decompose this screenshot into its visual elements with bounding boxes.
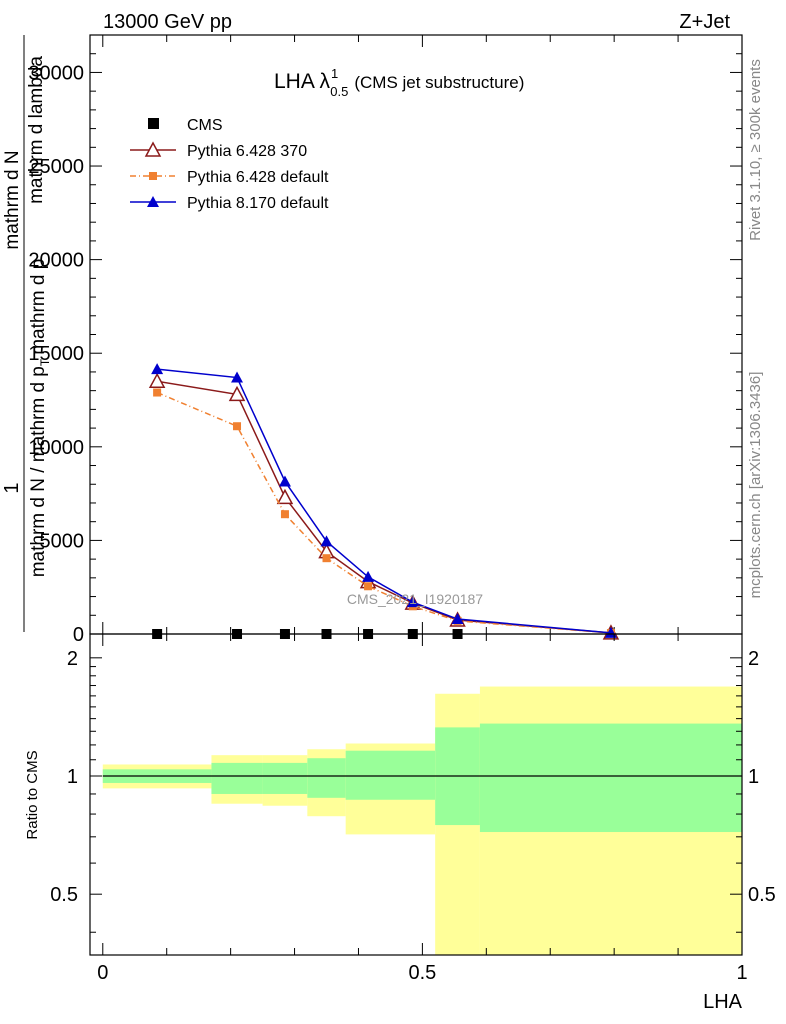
data-point-marker [364,582,373,591]
data-point-marker [451,613,464,625]
rivet-label: Rivet 3.1.10, ≥ 300k events [747,59,764,241]
data-point-marker [233,422,242,431]
mcplots-label: mcplots.cern.ch [arXiv:1306.3436] [747,372,764,599]
legend: CMS Pythia 6.428 370 Pythia 6.428 defaul… [130,117,329,212]
ratio-bands [102,686,742,955]
plot-title-sub: 0.5 [330,84,348,99]
ratio-band-inner [262,762,308,794]
ratio-y-axis-label: Ratio to CMS [24,750,41,839]
main-y-tick-label: 0 [73,624,84,646]
ratio-panel-frame [89,633,743,956]
ylabel-denominator: mathrm d N / mathrm d pTmathrm d p [28,259,52,578]
plot-title-suffix: (CMS jet substructure) [354,73,524,92]
data-point-marker [231,371,244,383]
legend-marker-pythia6-default [149,172,157,180]
x-tick-label: 0.5 [408,962,436,984]
main-y-tick-label: 15000 [28,343,84,365]
series-line-1 [156,380,612,634]
legend-label-pythia8-default: Pythia 8.170 default [187,195,329,212]
data-point-marker [153,388,162,397]
ratio-band-inner [479,723,742,833]
ratio-y-tick-label: 2 [67,648,78,670]
series-line-3 [157,368,612,634]
data-point-marker [362,570,375,582]
process-label: Z+Jet [679,11,730,33]
legend-label-pythia6-default: Pythia 6.428 default [187,169,329,186]
legend-label-pythia6-370: Pythia 6.428 370 [187,143,307,160]
data-point-marker [151,363,164,375]
ratio-band-inner [345,750,436,800]
plot-title: LHA λ1 0.5 (CMS jet substructure) [274,66,524,99]
main-panel-ticks: 0 5000 10000 15000 20000 25000 30000 [28,35,743,646]
legend-label-cms: CMS [187,117,223,134]
x-axis-label: LHA [703,991,743,1013]
watermark-label: CMS_2021_I1920187 [347,591,483,607]
main-y-tick-label: 25000 [28,156,84,178]
data-point-marker [276,488,294,505]
data-point-marker [280,510,289,519]
ylabel-numerator-1: 1 [1,482,23,493]
data-point-marker [320,535,333,547]
ratio-panel-ticks: 0.5 0.5 1 1 2 2 0 0.5 1 [50,634,776,984]
main-y-tick-label: 10000 [28,437,84,459]
legend-marker-pythia8-default [147,196,159,207]
ylabel-inner-numerator: mathrm d N [2,150,23,249]
plot-title-main: LHA λ [274,70,331,93]
data-point-marker [322,554,331,563]
legend-marker-pythia6-370 [144,141,162,157]
ratio-band-inner [307,758,346,798]
plot-title-sup: 1 [331,66,338,81]
x-tick-label: 0 [97,962,108,984]
main-y-tick-label: 20000 [28,250,84,272]
x-tick-label: 1 [736,962,747,984]
main-y-tick-label: 5000 [40,530,85,552]
ratio-y-tick-label: 1 [67,766,78,788]
main-y-tick-label: 30000 [28,62,84,84]
data-point-marker [148,372,166,389]
ratio-y-tick-label-right: 0.5 [748,884,776,906]
data-point-marker [228,385,246,402]
ratio-y-tick-label-right: 2 [748,648,759,670]
ylabel-inner-denominator: mathrm d lambda [26,56,47,204]
energy-label: 13000 GeV pp [103,11,232,33]
data-point-marker [278,475,291,487]
ratio-y-tick-label-right: 1 [748,766,759,788]
ratio-band-inner [211,762,263,794]
legend-marker-cms [148,118,159,129]
main-y-axis-label: 1 mathrm d N / mathrm d pTmathrm d p mat… [1,35,52,632]
ratio-y-tick-label: 0.5 [50,884,78,906]
data-point-marker [406,596,419,608]
